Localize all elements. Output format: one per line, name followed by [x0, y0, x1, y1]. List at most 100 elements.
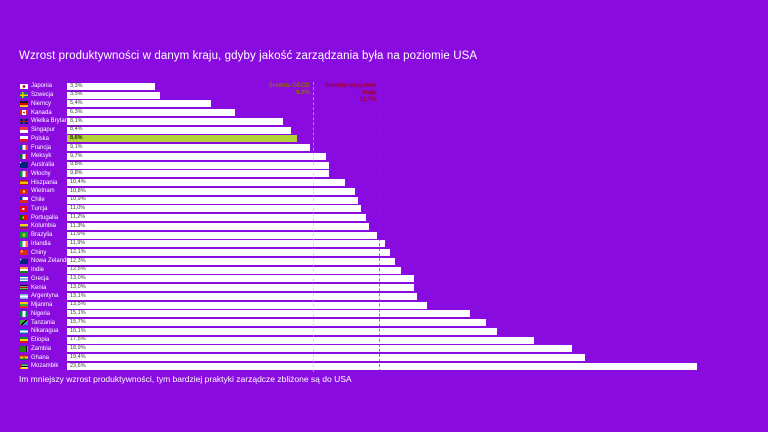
bar-segment: 11,9%: [67, 240, 385, 248]
chart-row: Kolumbia 11,3%: [20, 222, 760, 231]
chart-row: Singapur 8,4%: [20, 126, 760, 135]
bar-segment: 9,8%: [67, 170, 329, 178]
all-countries-average-value: 11,7%: [359, 97, 377, 103]
colombia-flag-icon: [20, 223, 28, 230]
oecd-average-annotation: Średnia OECD 9,2%: [210, 83, 310, 97]
country-label: Wielka Brytania: [31, 118, 73, 125]
value-label: 12,5%: [70, 266, 86, 273]
chart-row: Nikaragua 16,1%: [20, 327, 760, 336]
chart-row: Nigeria 15,1%: [20, 310, 760, 319]
value-label: 16,1%: [70, 327, 86, 334]
chart-row: Japonia 3,3%: [20, 82, 760, 91]
country-label: Polska: [31, 135, 50, 142]
value-label: 8,1%: [70, 117, 83, 124]
ghana-flag-icon: [20, 354, 28, 361]
chart-row: Grecja 13,0%: [20, 275, 760, 284]
kenya-flag-icon: [20, 284, 28, 291]
bar-segment: 12,1%: [67, 249, 391, 257]
bar-segment: 15,1%: [67, 310, 471, 318]
country-label: Japonia: [31, 83, 53, 90]
bar-segment: 9,8%: [67, 161, 329, 169]
country-label: Nowa Zelandia: [31, 258, 72, 265]
value-label: 17,5%: [70, 336, 86, 343]
value-label: 19,4%: [70, 353, 86, 360]
bar-segment: 10,4%: [67, 179, 345, 187]
chart-row: Irlandia 11,9%: [20, 240, 760, 249]
bar-segment: 6,3%: [67, 108, 236, 117]
chart-row: Nowa Zelandia 12,3%: [20, 257, 760, 266]
singapore-flag-icon: [20, 127, 28, 133]
chart-row: Mjanma 13,5%: [20, 301, 760, 310]
portugal-flag-icon: [20, 214, 28, 221]
ethiopia-flag-icon: [20, 337, 28, 343]
bar-segment: 13,0%: [67, 275, 415, 283]
bar-segment: 16,1%: [67, 327, 497, 335]
chart-row: Kanada 6,3%: [20, 108, 760, 117]
chart-row: Indie 12,5%: [20, 266, 760, 275]
country-label: Wietnam: [31, 188, 55, 195]
bar-segment: 8,4%: [67, 126, 292, 134]
value-label: 11,3%: [70, 222, 86, 229]
value-label: 9,1%: [70, 143, 83, 150]
bar-segment: 12,5%: [67, 266, 401, 274]
bar-segment: 15,7%: [67, 319, 487, 327]
country-label: Hiszpania: [31, 179, 58, 186]
bar-segment: 18,9%: [67, 345, 572, 353]
chart-row: Włochy 9,8%: [20, 170, 760, 179]
greece-flag-icon: [20, 276, 28, 282]
bar-segment: 9,1%: [67, 143, 310, 152]
chart-row: Meksyk 9,7%: [20, 152, 760, 161]
value-label: 11,2%: [70, 213, 86, 220]
bar-chart: Średnia OECD 9,2% Średnia wszystkie kraj…: [20, 82, 760, 372]
value-label: 15,1%: [70, 310, 86, 317]
chart-row: Portugalia 11,2%: [20, 213, 760, 222]
united-kingdom-flag-icon: [20, 118, 28, 125]
country-label: Chile: [31, 197, 45, 204]
country-label: Zambia: [31, 345, 52, 352]
chart-row: Argentyna 13,1%: [20, 292, 760, 301]
tanzania-flag-icon: [20, 319, 28, 326]
oecd-average-value: 9,2%: [295, 90, 310, 96]
mexico-flag-icon: [20, 153, 28, 160]
value-label: 10,9%: [70, 196, 86, 203]
nigeria-flag-icon: [20, 311, 28, 317]
canada-flag-icon: [20, 109, 28, 116]
oecd-average-line: [312, 82, 314, 372]
value-label: 6,3%: [70, 108, 83, 115]
value-label: 11,0%: [70, 205, 86, 212]
chart-row: Kenia 13,0%: [20, 283, 760, 292]
value-label: 13,1%: [70, 292, 86, 299]
chart-row: Polska 8,6%: [20, 135, 760, 144]
oecd-average-label: Średnia OECD: [268, 83, 310, 89]
value-label: 3,5%: [70, 91, 83, 98]
value-label: 13,5%: [70, 301, 86, 308]
bar-segment: 5,4%: [67, 100, 212, 108]
country-label: Australia: [31, 162, 55, 169]
france-flag-icon: [20, 144, 28, 151]
bar-segment: 9,7%: [67, 152, 326, 160]
all-countries-average-line: [379, 82, 381, 372]
chart-row: Etiopia 17,5%: [20, 336, 760, 345]
country-label: Kolumbia: [31, 223, 57, 230]
poland-flag-icon: [20, 136, 28, 142]
turkey-flag-icon: [20, 206, 28, 212]
value-label: 11,9%: [70, 240, 86, 247]
chart-row: Tanzania 15,7%: [20, 318, 760, 327]
bar-segment: 23,6%: [67, 362, 698, 370]
country-label: Szwecja: [31, 92, 54, 99]
chart-row: Ghana 19,4%: [20, 353, 760, 362]
value-label: 9,8%: [70, 170, 83, 177]
bar-segment: 13,0%: [67, 284, 415, 292]
chart-row: Chile 10,9%: [20, 196, 760, 205]
value-label: 18,9%: [70, 345, 86, 352]
chart-row: Francja 9,1%: [20, 143, 760, 152]
country-label: Irlandia: [31, 240, 51, 247]
bar-segment: 11,0%: [67, 205, 361, 213]
bar-segment: 3,5%: [67, 91, 161, 99]
all-countries-average-label: Średnia wszystkie kraje: [324, 83, 377, 96]
country-label: Indie: [31, 267, 45, 274]
bar-segment: 19,4%: [67, 353, 585, 362]
country-label: Portugalia: [31, 214, 59, 221]
value-label: 13,0%: [70, 275, 86, 282]
value-label: 10,8%: [70, 187, 86, 194]
